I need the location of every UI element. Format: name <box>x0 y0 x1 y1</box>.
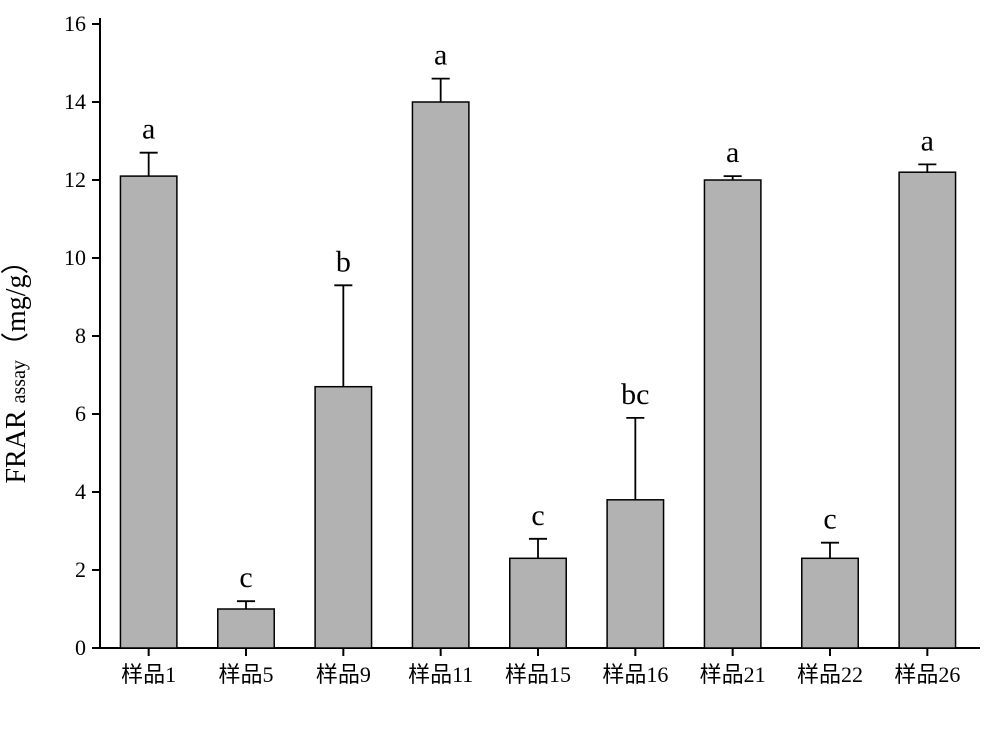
bar-chart: 0 2 4 6 8 10 12 14 16 a 样品1 c 样品5 b 样品9 a 样品11 c 样品15 bc 样品1… <box>0 0 1000 729</box>
bar-annotation: c <box>823 503 836 536</box>
bar-annotation: bc <box>621 378 649 411</box>
x-tick-label: 样品16 <box>602 662 668 687</box>
x-tick-label: 样品11 <box>408 662 473 687</box>
bar <box>218 609 274 648</box>
x-tick-label: 样品26 <box>894 662 960 687</box>
y-tick-label: 2 <box>75 557 86 582</box>
ylabel-suffix: （mg/g） <box>1 246 32 360</box>
x-tick-label: 样品9 <box>316 662 371 687</box>
x-tick-label: 样品15 <box>505 662 571 687</box>
x-tick-label: 样品5 <box>218 662 273 687</box>
x-tick-label: 样品21 <box>700 662 766 687</box>
bar <box>899 172 955 648</box>
bar-annotation: c <box>239 561 252 594</box>
bar <box>510 558 566 648</box>
y-tick-label: 16 <box>64 11 86 36</box>
x-tick-label: 样品22 <box>797 662 863 687</box>
bar <box>704 180 760 648</box>
bar-annotation: c <box>531 499 544 532</box>
bar-annotation: b <box>336 245 351 278</box>
bar <box>412 102 468 648</box>
y-tick-label: 10 <box>64 245 86 270</box>
bar <box>802 558 858 648</box>
y-axis-label: FRAR assay（mg/g） <box>0 246 34 483</box>
ylabel-prefix: FRAR <box>1 403 32 483</box>
bar <box>315 387 371 648</box>
y-tick-label: 14 <box>64 89 86 114</box>
y-tick-label: 6 <box>75 401 86 426</box>
y-tick-label: 0 <box>75 635 86 660</box>
y-tick-label: 8 <box>75 323 86 348</box>
bar-annotation: a <box>434 39 447 72</box>
ylabel-small: assay <box>8 360 30 403</box>
bar <box>120 176 176 648</box>
y-tick-label: 12 <box>64 167 86 192</box>
bar-annotation: a <box>142 113 155 146</box>
y-tick-label: 4 <box>75 479 86 504</box>
x-tick-label: 样品1 <box>121 662 176 687</box>
bar-annotation: a <box>726 136 739 169</box>
chart-container: FRAR assay（mg/g） 0 2 4 6 8 10 12 14 16 a 样品1 c 样品5 b 样… <box>0 0 1000 729</box>
bar <box>607 500 663 648</box>
bar-annotation: a <box>921 124 934 157</box>
